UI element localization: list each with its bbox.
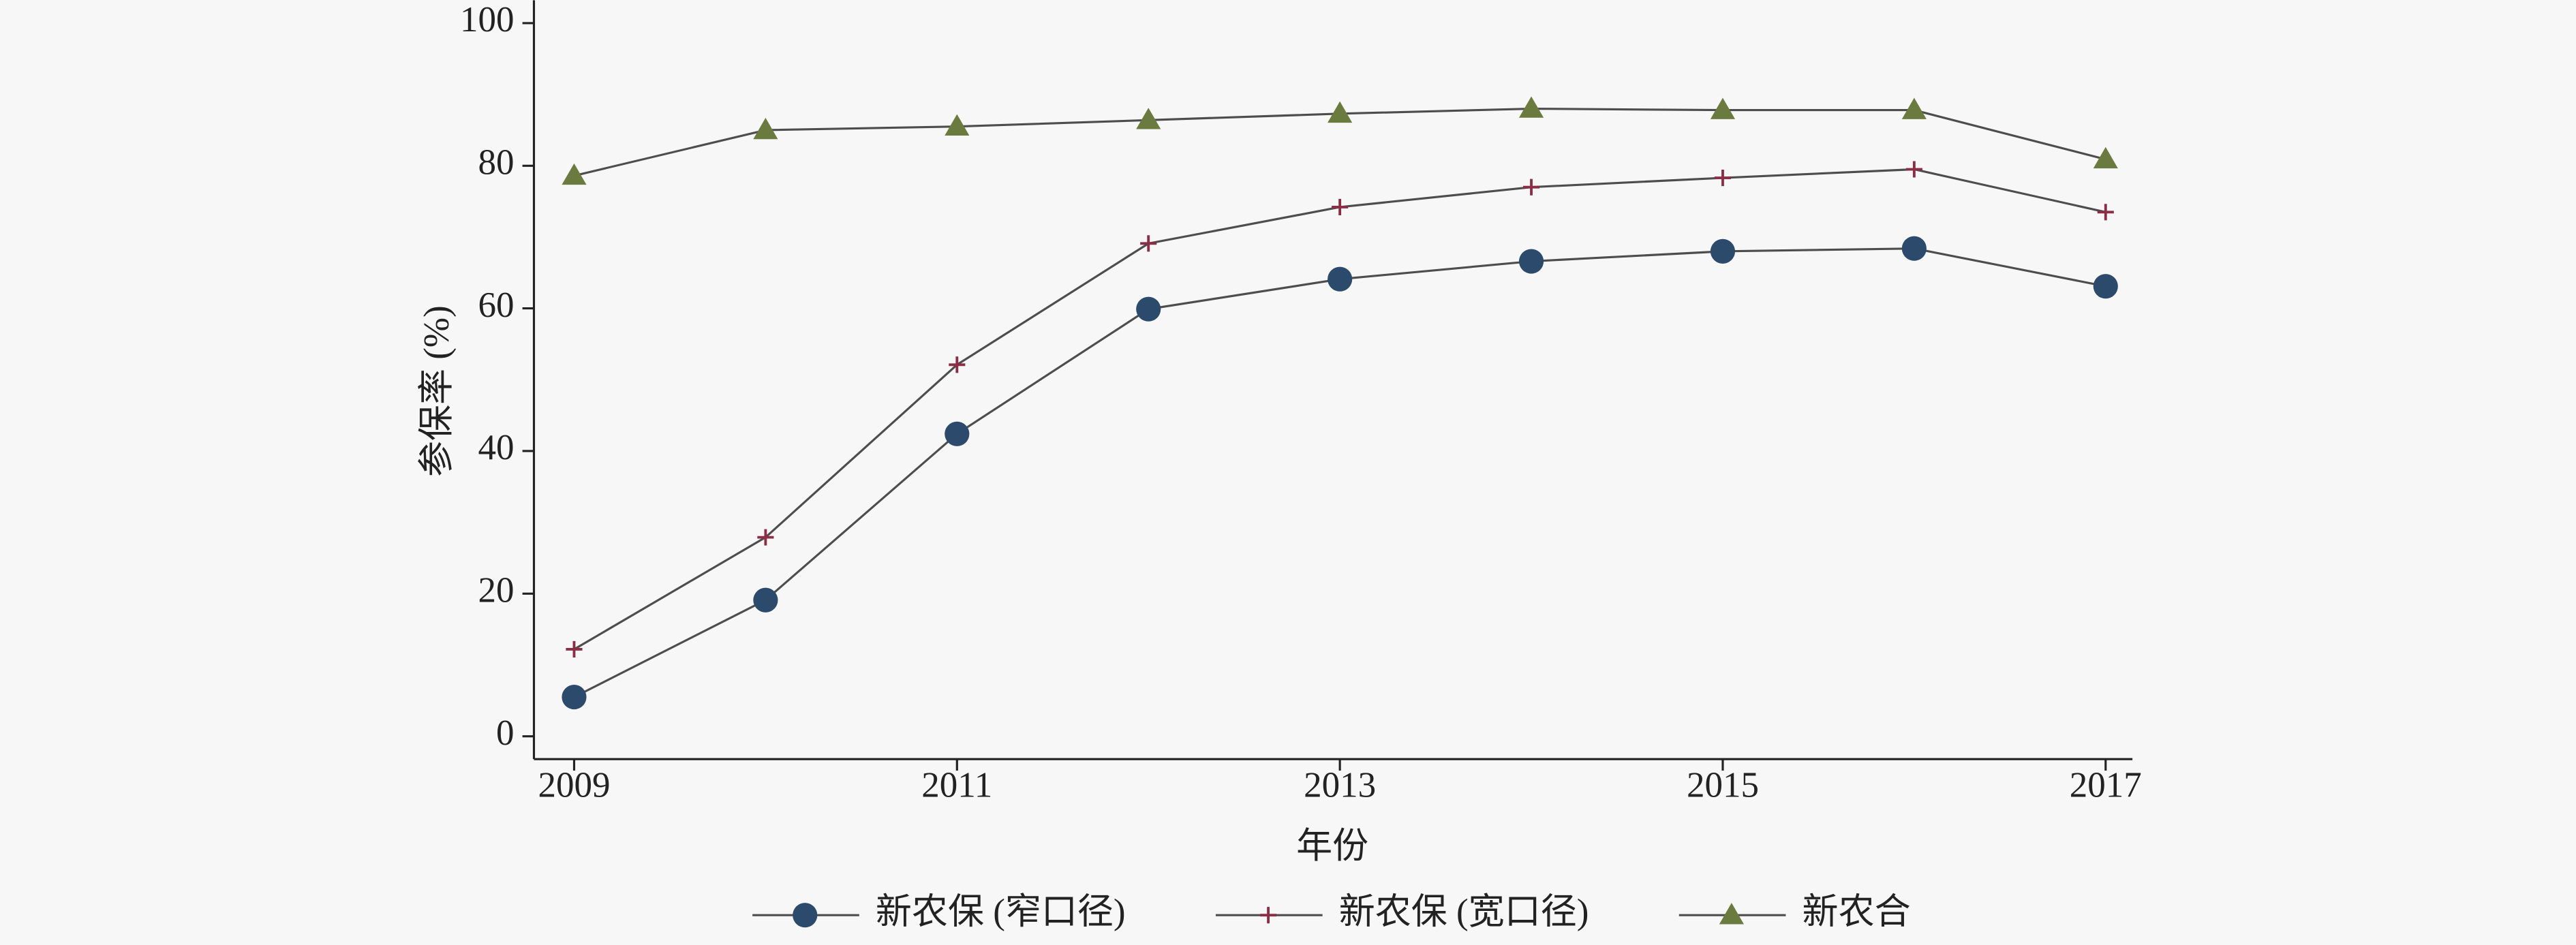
x-tick-label: 2009	[538, 766, 610, 805]
series-line	[573, 168, 2106, 651]
data-point	[1901, 236, 1927, 261]
x-tick-label: 2011	[921, 766, 992, 805]
data-point	[2093, 274, 2118, 299]
series-line	[573, 247, 2106, 698]
y-axis-label: 参保率 (%)	[417, 305, 457, 477]
data-point	[1140, 235, 1157, 252]
y-tick-label: 20	[478, 570, 515, 610]
data-point	[566, 640, 583, 658]
data-point	[2093, 146, 2118, 169]
data-point	[1522, 179, 1540, 196]
data-point	[1710, 97, 1736, 119]
data-point	[1901, 97, 1927, 119]
y-tick-label: 100	[460, 0, 515, 40]
legend-label: 新农保 (宽口径)	[1339, 892, 1589, 931]
legend-marker	[793, 903, 818, 928]
x-axis-label: 年份	[1296, 826, 1368, 866]
data-point	[1518, 249, 1544, 274]
data-point	[1328, 266, 1353, 292]
data-point	[2097, 204, 2114, 221]
y-tick-label: 60	[478, 285, 515, 325]
y-tick-label: 0	[496, 713, 515, 753]
legend-marker	[1719, 903, 1744, 925]
legend-marker	[1260, 907, 1277, 924]
data-point	[1905, 161, 1922, 178]
data-point	[562, 685, 587, 710]
data-point	[1518, 96, 1544, 118]
x-tick-label: 2017	[2070, 766, 2142, 805]
y-tick-label: 40	[478, 428, 515, 467]
data-point	[1714, 170, 1732, 187]
data-point	[1136, 296, 1161, 322]
data-point	[757, 529, 774, 546]
y-tick-label: 80	[478, 142, 515, 182]
data-point	[945, 114, 970, 136]
x-tick-label: 2013	[1304, 766, 1376, 805]
data-point	[1710, 238, 1736, 264]
data-point	[949, 356, 966, 373]
legend-label: 新农合	[1803, 892, 1911, 931]
x-tick-label: 2015	[1687, 766, 1759, 805]
data-point	[945, 421, 970, 446]
data-point	[562, 163, 587, 185]
data-point	[1332, 198, 1349, 216]
legend-label: 新农保 (窄口径)	[876, 891, 1126, 931]
data-point	[1136, 108, 1161, 129]
data-point	[753, 117, 778, 140]
data-point	[753, 587, 778, 613]
data-point	[1328, 101, 1353, 123]
